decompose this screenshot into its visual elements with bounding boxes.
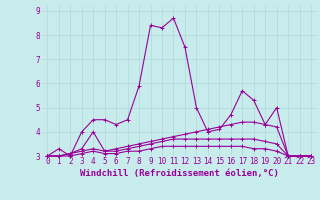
X-axis label: Windchill (Refroidissement éolien,°C): Windchill (Refroidissement éolien,°C) xyxy=(80,169,279,178)
